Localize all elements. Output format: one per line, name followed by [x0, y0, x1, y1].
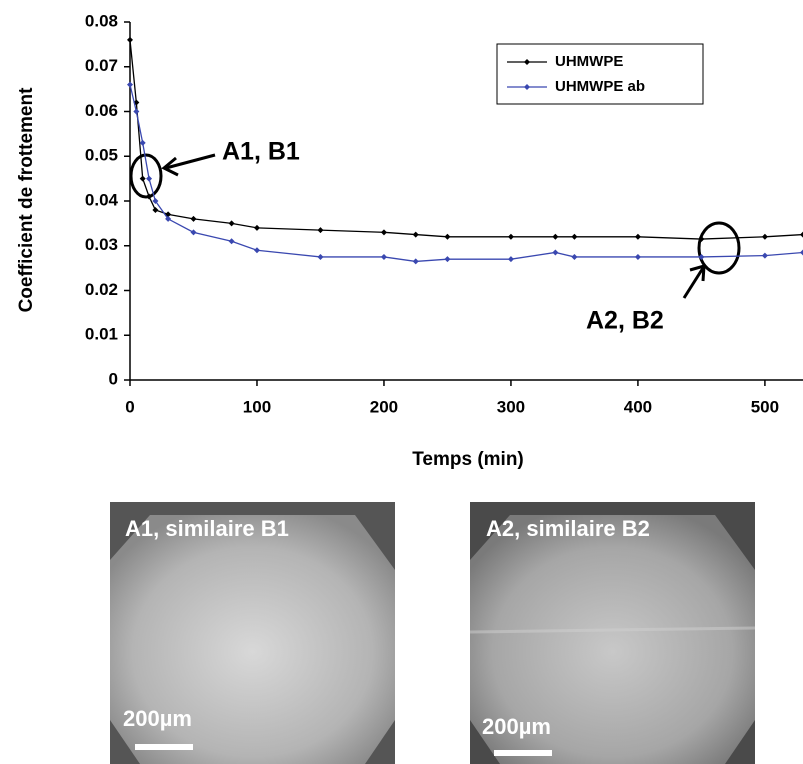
x-tick-label: 500: [751, 397, 779, 416]
point: [380, 229, 387, 236]
point: [139, 175, 146, 182]
y-tick-label: 0.01: [85, 325, 118, 344]
point: [127, 81, 133, 88]
scale-label: 200µm: [123, 706, 192, 731]
point: [444, 233, 451, 240]
point: [698, 236, 705, 243]
annotation: A2, B2: [586, 307, 664, 335]
point: [380, 253, 387, 260]
point: [571, 233, 578, 240]
x-tick-label: 400: [624, 397, 652, 416]
point: [761, 233, 768, 240]
legend-marker: [524, 84, 530, 90]
y-tick-label: 0.04: [85, 190, 119, 209]
point: [228, 238, 235, 245]
point: [152, 206, 159, 213]
series-line: [129, 84, 803, 263]
point: [507, 233, 514, 240]
point: [146, 175, 153, 182]
x-tick-label: 0: [125, 397, 134, 416]
y-tick-label: 0.05: [85, 146, 118, 165]
micrograph-b: [469, 502, 756, 764]
y-axis-label: Coefficient de frottement: [16, 87, 37, 313]
y-tick-label: 0.02: [85, 280, 118, 299]
annotation-marks: [129, 153, 741, 299]
point: [253, 224, 260, 231]
point: [800, 249, 803, 256]
point: [253, 247, 260, 254]
point: [634, 233, 641, 240]
point: [133, 108, 140, 115]
point: [507, 256, 514, 263]
point: [317, 227, 324, 234]
x-tick-label: 300: [497, 397, 525, 416]
point: [127, 36, 133, 43]
point: [412, 231, 419, 238]
point: [761, 252, 768, 259]
point: [800, 231, 803, 238]
point: [444, 256, 451, 263]
point: [634, 253, 641, 260]
point: [571, 253, 578, 260]
point: [552, 249, 559, 256]
y-tick-label: 0.08: [85, 11, 118, 30]
point: [152, 198, 159, 204]
point: [698, 253, 705, 260]
y-tick-label: 0.03: [85, 235, 118, 254]
image-label: A2, similaire B2: [486, 516, 650, 541]
point: [552, 233, 559, 240]
point: [190, 215, 197, 222]
point: [165, 215, 172, 222]
point: [228, 220, 235, 227]
y-tick-label: 0.07: [85, 56, 118, 75]
point: [317, 253, 324, 260]
point: [190, 229, 197, 236]
legend-label: UHMWPE ab: [555, 78, 645, 95]
point: [412, 258, 419, 265]
legend-marker: [524, 59, 530, 65]
x-tick-label: 200: [370, 397, 398, 416]
point: [139, 139, 146, 146]
x-axis-label: Temps (min): [412, 449, 524, 470]
annotation: A1, B1: [222, 138, 300, 166]
scale-label: 200µm: [482, 714, 551, 739]
legend-label: UHMWPE: [555, 53, 623, 70]
y-tick-label: 0: [109, 369, 118, 388]
micrograph-a: [110, 502, 395, 764]
y-tick-label: 0.06: [85, 101, 118, 120]
point: [146, 193, 153, 200]
x-tick-label: 100: [243, 397, 271, 416]
series-line: [129, 39, 803, 240]
image-label: A1, similaire B1: [125, 516, 289, 541]
legend-box: [496, 43, 704, 105]
